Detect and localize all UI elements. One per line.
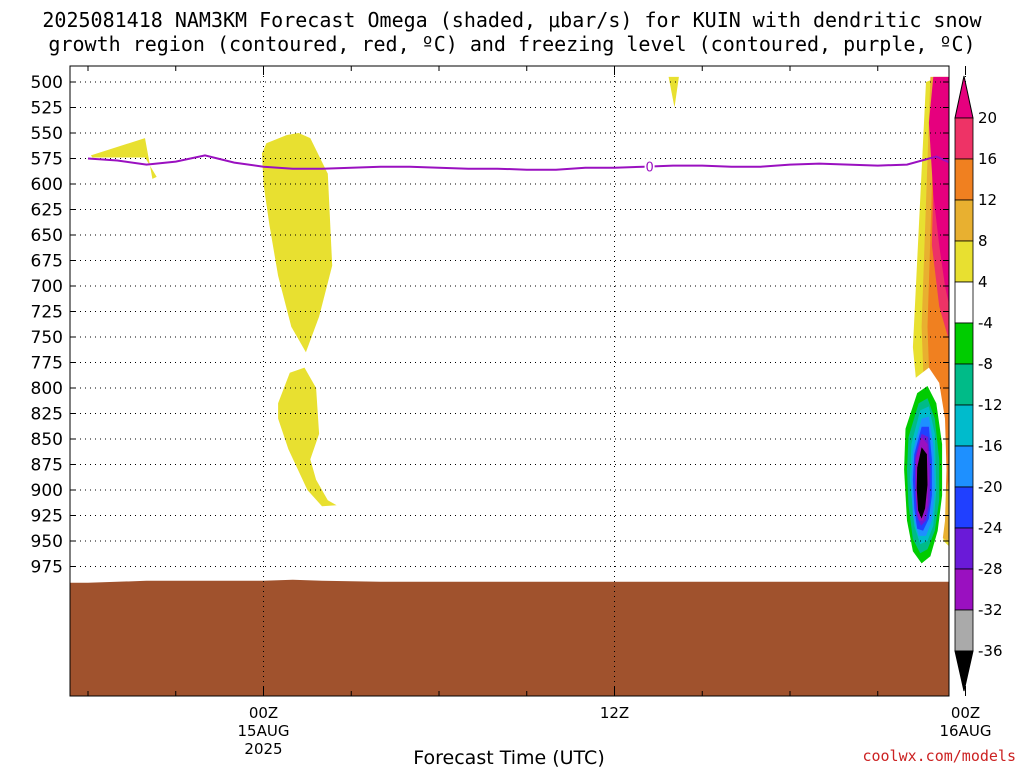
colorbar-bin-0: [954, 117, 974, 160]
y-tick-label-525: 525: [31, 99, 63, 119]
colorbar-label-6: -8: [978, 355, 993, 373]
y-tick-label-900: 900: [31, 481, 63, 501]
omega-shading: [90, 76, 1002, 572]
freezing-level-label-bg-0: [644, 158, 655, 174]
freezing-level: 000: [87, 154, 949, 175]
colorbar-label-8: -16: [978, 437, 1003, 455]
colorbar-label-4: 4: [978, 273, 988, 291]
omega-region-4: [215, 457, 241, 533]
y-tick-label-550: 550: [31, 124, 63, 144]
y-tick-label-950: 950: [31, 532, 63, 552]
terrain-layer: [70, 579, 949, 696]
x-axis: 00Z15AUG202512Z00Z16AUG12Z00Z17AUG: [87, 66, 992, 758]
y-tick-label-675: 675: [31, 252, 63, 272]
omega-region-2: [278, 367, 337, 507]
freezing-level-label-0: 0: [645, 160, 653, 175]
colorbar-bin-8: [954, 445, 974, 488]
colorbar-bin-12: [954, 609, 974, 652]
colorbar-label-0: 20: [978, 109, 997, 127]
x-tick-sublabel-6: 15AUG: [238, 722, 290, 740]
y-tick-label-875: 875: [31, 456, 63, 476]
colorbar-label-10: -24: [978, 519, 1003, 537]
x-tick-year-6: 2025: [244, 740, 282, 758]
y-tick-label-750: 750: [31, 328, 63, 348]
credit-text: coolwx.com/models: [862, 747, 1016, 765]
colorbar-label-13: -36: [978, 642, 1003, 660]
chart-title-line2: growth region (contoured, red, ºC) and f…: [48, 32, 976, 56]
x-tick-label-6: 00Z: [249, 704, 278, 722]
colorbar-label-1: 16: [978, 150, 997, 168]
freezing-level-line: [87, 154, 949, 171]
y-tick-label-625: 625: [31, 201, 63, 221]
chart-title-line1: 2025081418 NAM3KM Forecast Omega (shaded…: [42, 8, 982, 32]
colorbar-top-arrow: [954, 75, 974, 119]
omega-region-23: [928, 76, 949, 305]
colorbar-bin-10: [954, 527, 974, 570]
x-axis-label: Forecast Time (UTC): [413, 747, 604, 768]
colorbar-label-7: -12: [978, 396, 1003, 414]
colorbar-bin-5: [954, 322, 974, 365]
y-tick-label-700: 700: [31, 277, 63, 297]
colorbar-bin-2: [954, 199, 974, 242]
y-tick-label-925: 925: [31, 507, 63, 527]
terrain-surface: [70, 579, 949, 696]
x-tick-label-30: 00Z: [951, 704, 980, 722]
y-tick-label-975: 975: [31, 558, 63, 578]
colorbar-label-9: -20: [978, 478, 1003, 496]
colorbar-label-5: -4: [978, 314, 993, 332]
y-tick-label-500: 500: [31, 73, 63, 93]
omega-region-24: [971, 77, 1002, 194]
y-tick-label-825: 825: [31, 405, 63, 425]
omega-region-0: [90, 138, 157, 179]
y-tick-label-725: 725: [31, 303, 63, 323]
colorbar-bin-7: [954, 404, 974, 447]
colorbar: 20 16 12 8 4 -4 -8 -12 -16 -20 -24 -28 -32 -36: [954, 75, 1003, 692]
y-tick-label-600: 600: [31, 175, 63, 195]
omega-region-5: [854, 182, 878, 315]
colorbar-label-3: 8: [978, 232, 988, 250]
colorbar-bin-3: [954, 240, 974, 283]
colorbar-label-2: 12: [978, 191, 997, 209]
y-axis: 500 525 550 575 600 625 650 675 700 725 750 775 800 8…: [31, 73, 949, 578]
x-tick-label-18: 12Z: [600, 704, 629, 722]
y-tick-label-650: 650: [31, 226, 63, 246]
colorbar-label-11: -28: [978, 560, 1003, 578]
colorbar-bin-6: [954, 363, 974, 406]
colorbar-bottom-arrow: [954, 650, 974, 692]
omega-region-6: [876, 459, 899, 473]
omega-region-1: [262, 133, 333, 353]
omega-region-3: [668, 76, 679, 108]
colorbar-label-12: -32: [978, 601, 1003, 619]
y-tick-label-775: 775: [31, 354, 63, 374]
colorbar-bin-11: [954, 568, 974, 611]
omega-region-33: [916, 447, 928, 519]
x-tick-sublabel-30: 16AUG: [940, 722, 992, 740]
y-tick-label-800: 800: [31, 379, 63, 399]
colorbar-bin-1: [954, 158, 974, 201]
plot-frame: [69, 65, 950, 697]
colorbar-bin-9: [954, 486, 974, 529]
y-tick-label-850: 850: [31, 430, 63, 450]
y-tick-label-575: 575: [31, 150, 63, 170]
colorbar-bin-4: [954, 281, 974, 324]
